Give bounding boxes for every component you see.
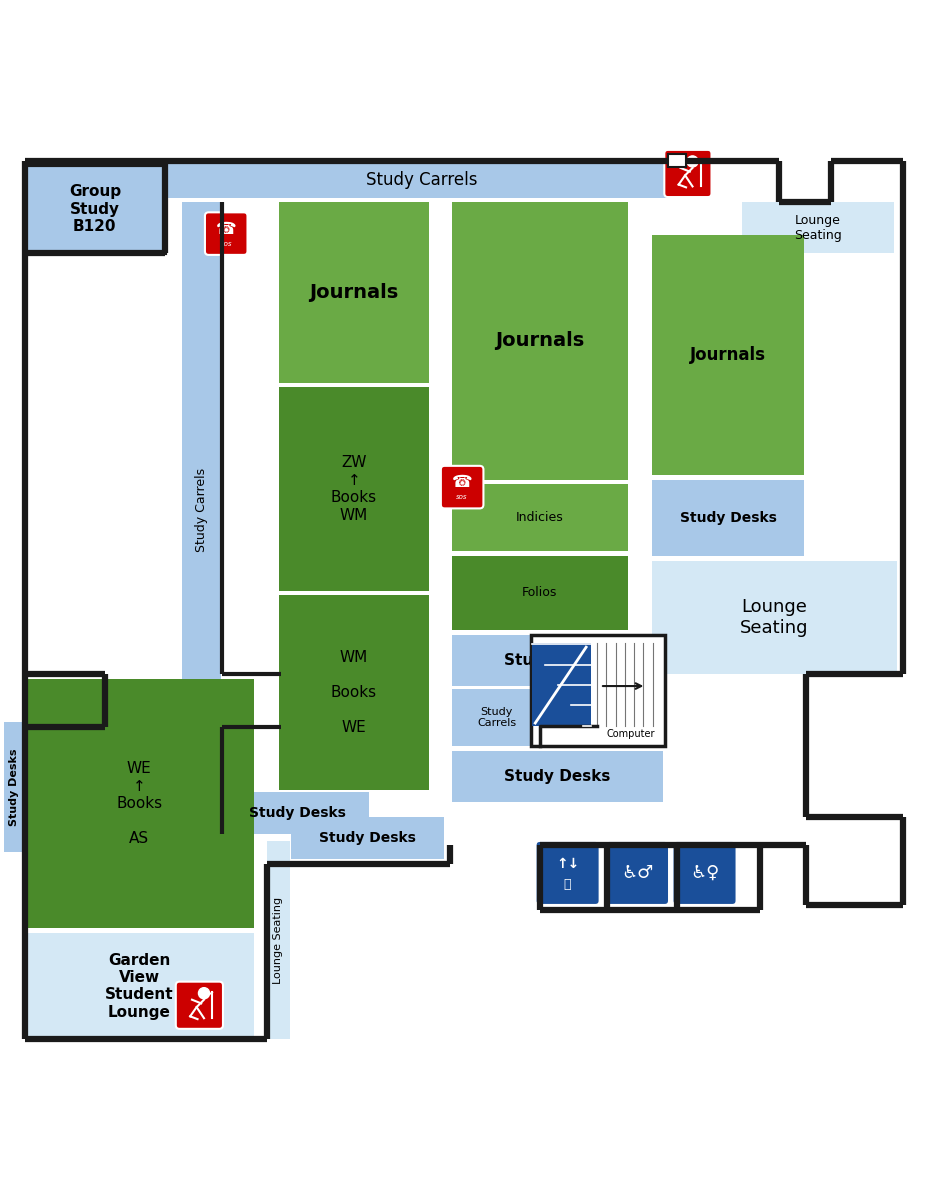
FancyBboxPatch shape	[604, 840, 668, 905]
Text: Study
Carrels: Study Carrels	[476, 707, 515, 728]
Bar	[651, 234, 804, 475]
FancyBboxPatch shape	[664, 150, 711, 197]
Text: Lounge
Seating: Lounge Seating	[794, 214, 841, 241]
Text: Study Desks: Study Desks	[9, 748, 19, 826]
Text: WM

Books

WE: WM Books WE	[331, 650, 376, 734]
Text: sos: sos	[221, 241, 232, 247]
Bar	[24, 166, 165, 253]
Text: ☎: ☎	[216, 220, 236, 238]
Text: Study Desks: Study Desks	[679, 511, 776, 524]
Text: ↑↓: ↑↓	[555, 857, 578, 871]
Text: ♿♂: ♿♂	[620, 864, 653, 882]
Bar	[291, 816, 443, 859]
Circle shape	[686, 156, 697, 167]
Text: Study Carrels: Study Carrels	[366, 170, 477, 188]
FancyBboxPatch shape	[671, 840, 736, 905]
Text: Journals: Journals	[309, 283, 398, 302]
Text: ZW
↑
Books
WM: ZW ↑ Books WM	[331, 455, 376, 522]
Bar	[24, 679, 254, 929]
Text: Folios: Folios	[522, 586, 557, 599]
Bar	[451, 635, 662, 686]
FancyBboxPatch shape	[535, 840, 600, 905]
Bar	[225, 792, 368, 834]
Bar	[532, 642, 590, 726]
Text: ☎: ☎	[451, 474, 472, 492]
Text: Lounge
Seating: Lounge Seating	[740, 598, 807, 637]
FancyBboxPatch shape	[205, 212, 248, 254]
Text: Journals: Journals	[495, 331, 584, 350]
Text: WE
↑
Books

AS: WE ↑ Books AS	[116, 761, 162, 846]
Text: Lounge Seating: Lounge Seating	[273, 896, 283, 984]
Text: Study Desks: Study Desks	[503, 769, 610, 784]
Bar	[651, 562, 896, 674]
Text: Indicies: Indicies	[515, 511, 563, 524]
Bar	[24, 934, 254, 1039]
Polygon shape	[24, 161, 903, 1039]
Bar	[279, 202, 428, 383]
Bar	[4, 722, 24, 852]
Text: ♿♀: ♿♀	[689, 864, 718, 882]
Text: Garden
View
Student
Lounge: Garden View Student Lounge	[105, 953, 173, 1020]
FancyBboxPatch shape	[175, 982, 222, 1028]
Bar	[279, 595, 428, 790]
FancyBboxPatch shape	[440, 466, 483, 509]
Bar	[451, 485, 627, 551]
Text: Journals: Journals	[690, 346, 766, 364]
Bar	[24, 166, 165, 253]
Text: Group
Study
B120: Group Study B120	[69, 184, 121, 234]
Bar	[451, 202, 627, 480]
Text: Computer: Computer	[605, 728, 654, 739]
Bar	[451, 751, 662, 802]
Bar	[279, 388, 428, 590]
Text: Study Desks: Study Desks	[503, 653, 610, 668]
Bar	[667, 154, 685, 167]
Text: Study Desks: Study Desks	[248, 806, 345, 821]
Bar	[741, 202, 894, 253]
Circle shape	[198, 988, 210, 998]
Bar	[530, 635, 664, 746]
Bar	[182, 202, 221, 817]
Bar	[451, 689, 541, 746]
Text: Study Desks: Study Desks	[319, 830, 415, 845]
Bar	[267, 840, 290, 1039]
Bar	[165, 162, 678, 198]
Text: Study Carrels: Study Carrels	[195, 468, 208, 552]
Bar	[651, 480, 804, 556]
Text: ⎕: ⎕	[564, 877, 571, 890]
Text: sos: sos	[456, 494, 467, 500]
Bar	[451, 556, 627, 630]
